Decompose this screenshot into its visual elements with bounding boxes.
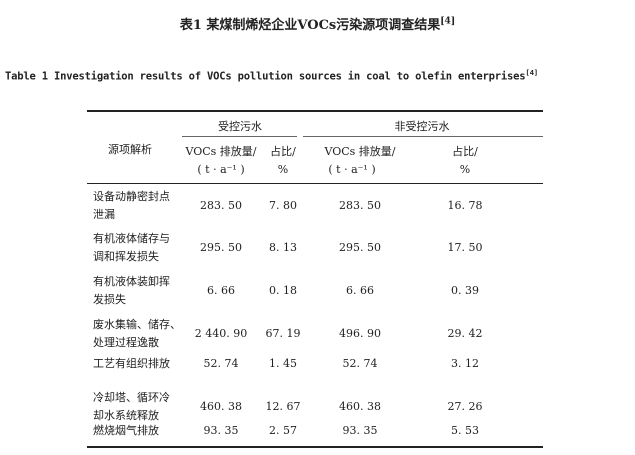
row-source-name-line: 处理过程逸散 <box>93 336 159 349</box>
cell-c-emission: 460. 38 <box>200 400 242 413</box>
header-ratio-unit-uncontrolled: % <box>459 163 471 176</box>
cell-c-ratio: 7. 80 <box>269 199 297 212</box>
cell-c-emission: 283. 50 <box>200 199 242 212</box>
row-source-name: 废水集输、储存、 处理过程逸散 <box>93 316 181 352</box>
row-source-name: 工艺有组织排放 <box>93 355 170 373</box>
table-caption-en-ref: [4] <box>525 68 539 77</box>
cell-u-ratio: 3. 12 <box>451 357 479 370</box>
header-source: 源项解析 <box>108 143 152 156</box>
cell-u-emission: 52. 74 <box>342 357 378 370</box>
table-caption-cn: 表1 某煤制烯烃企业VOCs污染源项调查结果[4] <box>0 14 635 33</box>
cell-c-emission: 6. 66 <box>207 284 235 297</box>
cell-c-ratio: 8. 13 <box>269 241 297 254</box>
cell-u-emission: 283. 50 <box>339 199 381 212</box>
header-emission-unit-uncontrolled: ( t · a⁻¹ ) <box>328 163 376 176</box>
cell-c-ratio: 1. 45 <box>269 357 297 370</box>
header-ratio-unit-controlled: % <box>277 163 289 176</box>
row-source-name-line: 却水系统释放 <box>93 409 159 422</box>
group-rule-uncontrolled <box>303 136 543 137</box>
cell-u-ratio: 16. 78 <box>447 199 483 212</box>
cell-u-emission: 460. 38 <box>339 400 381 413</box>
row-source-name: 冷却塔、循环冷 却水系统释放 <box>93 389 170 425</box>
row-source-name-line: 发损失 <box>93 293 126 306</box>
cell-u-ratio: 5. 53 <box>451 424 479 437</box>
cell-u-ratio: 17. 50 <box>447 241 483 254</box>
header-emission-unit-controlled: ( t · a⁻¹ ) <box>197 163 245 176</box>
header-emission-uncontrolled: VOCs 排放量/ <box>324 145 396 158</box>
table-caption-cn-text: 表1 某煤制烯烃企业VOCs污染源项调查结果 <box>179 18 441 33</box>
row-source-name-line: 冷却塔、循环冷 <box>93 391 170 404</box>
table-caption-en: Table 1 Investigation results of VOCs po… <box>5 68 538 83</box>
row-source-name-line: 调和挥发损失 <box>93 250 159 263</box>
row-source-name-line: 有机液体装卸挥 <box>93 275 170 288</box>
cell-u-ratio: 0. 39 <box>451 284 479 297</box>
row-source-name: 燃烧烟气排放 <box>93 422 159 440</box>
cell-c-emission: 93. 35 <box>203 424 239 437</box>
header-ratio-uncontrolled: 占比/ <box>452 145 478 158</box>
cell-c-emission: 2 440. 90 <box>194 327 248 340</box>
header-group-uncontrolled: 非受控污水 <box>394 120 450 133</box>
row-source-name-line: 废水集输、储存、 <box>93 318 181 331</box>
cell-c-ratio: 67. 19 <box>265 327 301 340</box>
cell-u-emission: 93. 35 <box>342 424 378 437</box>
row-source-name: 设备动静密封点 泄漏 <box>93 188 170 224</box>
header-ratio-controlled: 占比/ <box>270 145 296 158</box>
cell-u-ratio: 27. 26 <box>447 400 483 413</box>
cell-u-ratio: 29. 42 <box>447 327 483 340</box>
cell-u-emission: 295. 50 <box>339 241 381 254</box>
row-source-name: 有机液体储存与 调和挥发损失 <box>93 230 170 266</box>
table-caption-en-text: Table 1 Investigation results of VOCs po… <box>5 70 526 83</box>
row-source-name-line: 有机液体储存与 <box>93 232 170 245</box>
cell-c-emission: 295. 50 <box>200 241 242 254</box>
table-caption-cn-ref: [4] <box>440 15 456 27</box>
top-rule <box>87 110 543 112</box>
cell-c-ratio: 0. 18 <box>269 284 297 297</box>
cell-c-ratio: 12. 67 <box>265 400 301 413</box>
row-source-name-line: 泄漏 <box>93 208 115 221</box>
header-rule <box>87 183 543 184</box>
bottom-rule <box>87 446 543 448</box>
header-emission-controlled: VOCs 排放量/ <box>185 145 257 158</box>
group-rule-controlled <box>182 136 297 137</box>
cell-u-emission: 6. 66 <box>346 284 374 297</box>
row-source-name-line: 工艺有组织排放 <box>93 357 170 370</box>
header-group-controlled: 受控污水 <box>218 120 262 133</box>
row-source-name-line: 设备动静密封点 <box>93 190 170 203</box>
cell-c-emission: 52. 74 <box>203 357 239 370</box>
row-source-name: 有机液体装卸挥 发损失 <box>93 273 170 309</box>
cell-c-ratio: 2. 57 <box>269 424 297 437</box>
row-source-name-line: 燃烧烟气排放 <box>93 424 159 437</box>
cell-u-emission: 496. 90 <box>339 327 381 340</box>
